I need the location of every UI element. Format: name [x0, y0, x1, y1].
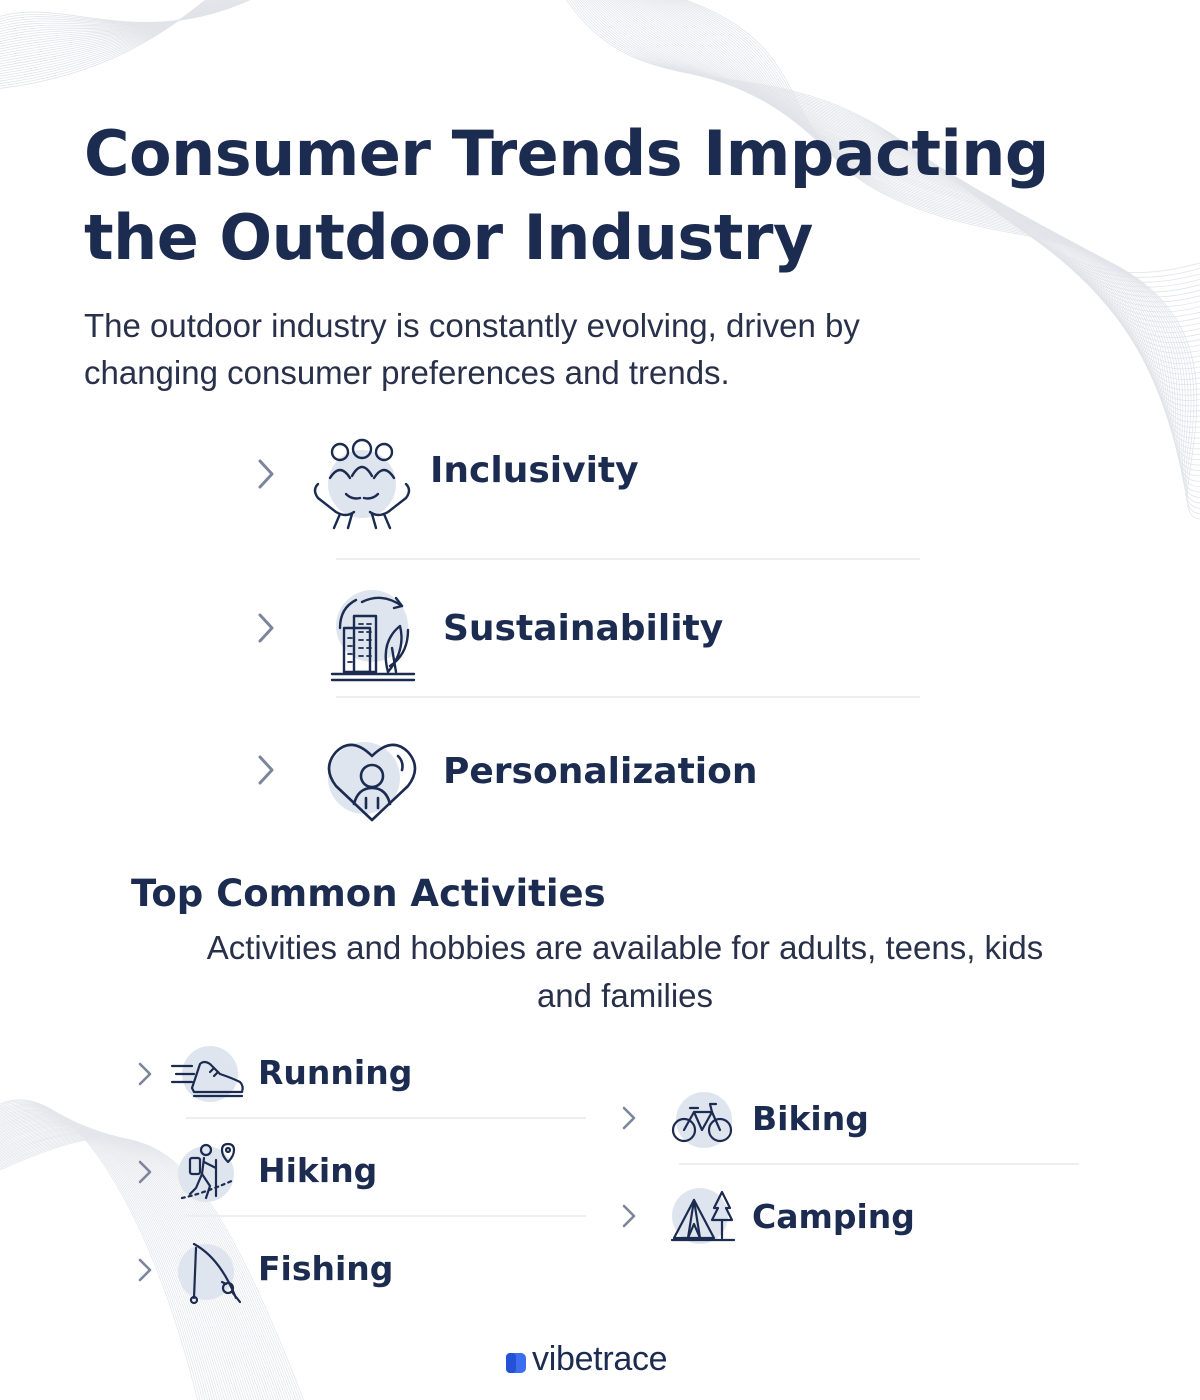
- chevron-right-icon: [622, 1204, 636, 1228]
- hands-people-icon: [306, 438, 418, 530]
- title-line-2: the Outdoor Industry: [84, 201, 813, 274]
- trend-item-sustainability: Sustainability: [0, 580, 1200, 690]
- divider: [679, 1163, 1079, 1165]
- subtitle-line-1: The outdoor industry is constantly evolv…: [84, 307, 860, 344]
- activity-label: Hiking: [258, 1151, 378, 1190]
- hiker-icon: [176, 1140, 240, 1204]
- logo-text: vibetrace: [532, 1340, 668, 1378]
- chevron-right-icon: [258, 459, 274, 489]
- tent-icon: [670, 1186, 736, 1250]
- chevron-right-icon: [258, 613, 274, 643]
- divider: [336, 558, 920, 560]
- activities-subtitle-line-1: Activities and hobbies are available for…: [206, 929, 1044, 966]
- title-line-1: Consumer Trends Impacting: [84, 117, 1049, 190]
- logo-mark-icon: [506, 1353, 526, 1373]
- activity-label: Biking: [752, 1099, 869, 1138]
- activity-label: Fishing: [258, 1249, 394, 1288]
- subtitle-line-2: changing consumer preferences and trends…: [84, 354, 730, 391]
- activity-label: Camping: [752, 1197, 915, 1236]
- activity-item-biking: Biking: [600, 1086, 1200, 1156]
- bicycle-icon: [670, 1088, 736, 1152]
- activities-subtitle: Activities and hobbies are available for…: [120, 924, 1130, 1020]
- activity-label: Running: [258, 1053, 413, 1092]
- activity-item-fishing: Fishing: [0, 1236, 600, 1310]
- chevron-right-icon: [622, 1106, 636, 1130]
- running-shoe-icon: [170, 1042, 248, 1106]
- divider: [186, 1215, 586, 1217]
- page-subtitle: The outdoor industry is constantly evolv…: [84, 302, 1084, 396]
- divider: [336, 696, 920, 698]
- chevron-right-icon: [138, 1258, 152, 1282]
- city-recycle-icon: [326, 586, 422, 684]
- trend-item-inclusivity: Inclusivity: [0, 420, 1200, 530]
- vibetrace-logo: vibetrace: [504, 1338, 724, 1384]
- chevron-right-icon: [258, 755, 274, 785]
- fishing-rod-icon: [176, 1238, 246, 1306]
- trend-label: Sustainability: [443, 608, 724, 649]
- trend-label: Inclusivity: [430, 450, 639, 491]
- activity-item-running: Running: [0, 1040, 600, 1110]
- activities-title: Top Common Activities: [131, 872, 606, 915]
- activity-item-camping: Camping: [600, 1184, 1200, 1254]
- page-title: Consumer Trends Impacting the Outdoor In…: [84, 112, 1184, 280]
- activity-item-hiking: Hiking: [0, 1138, 600, 1208]
- chevron-right-icon: [138, 1062, 152, 1086]
- divider: [186, 1117, 586, 1119]
- trend-label: Personalization: [443, 751, 758, 792]
- trend-item-personalization: Personalization: [0, 724, 1200, 834]
- activities-subtitle-line-2: and families: [536, 977, 714, 1014]
- heart-person-icon: [326, 728, 420, 826]
- chevron-right-icon: [138, 1160, 152, 1184]
